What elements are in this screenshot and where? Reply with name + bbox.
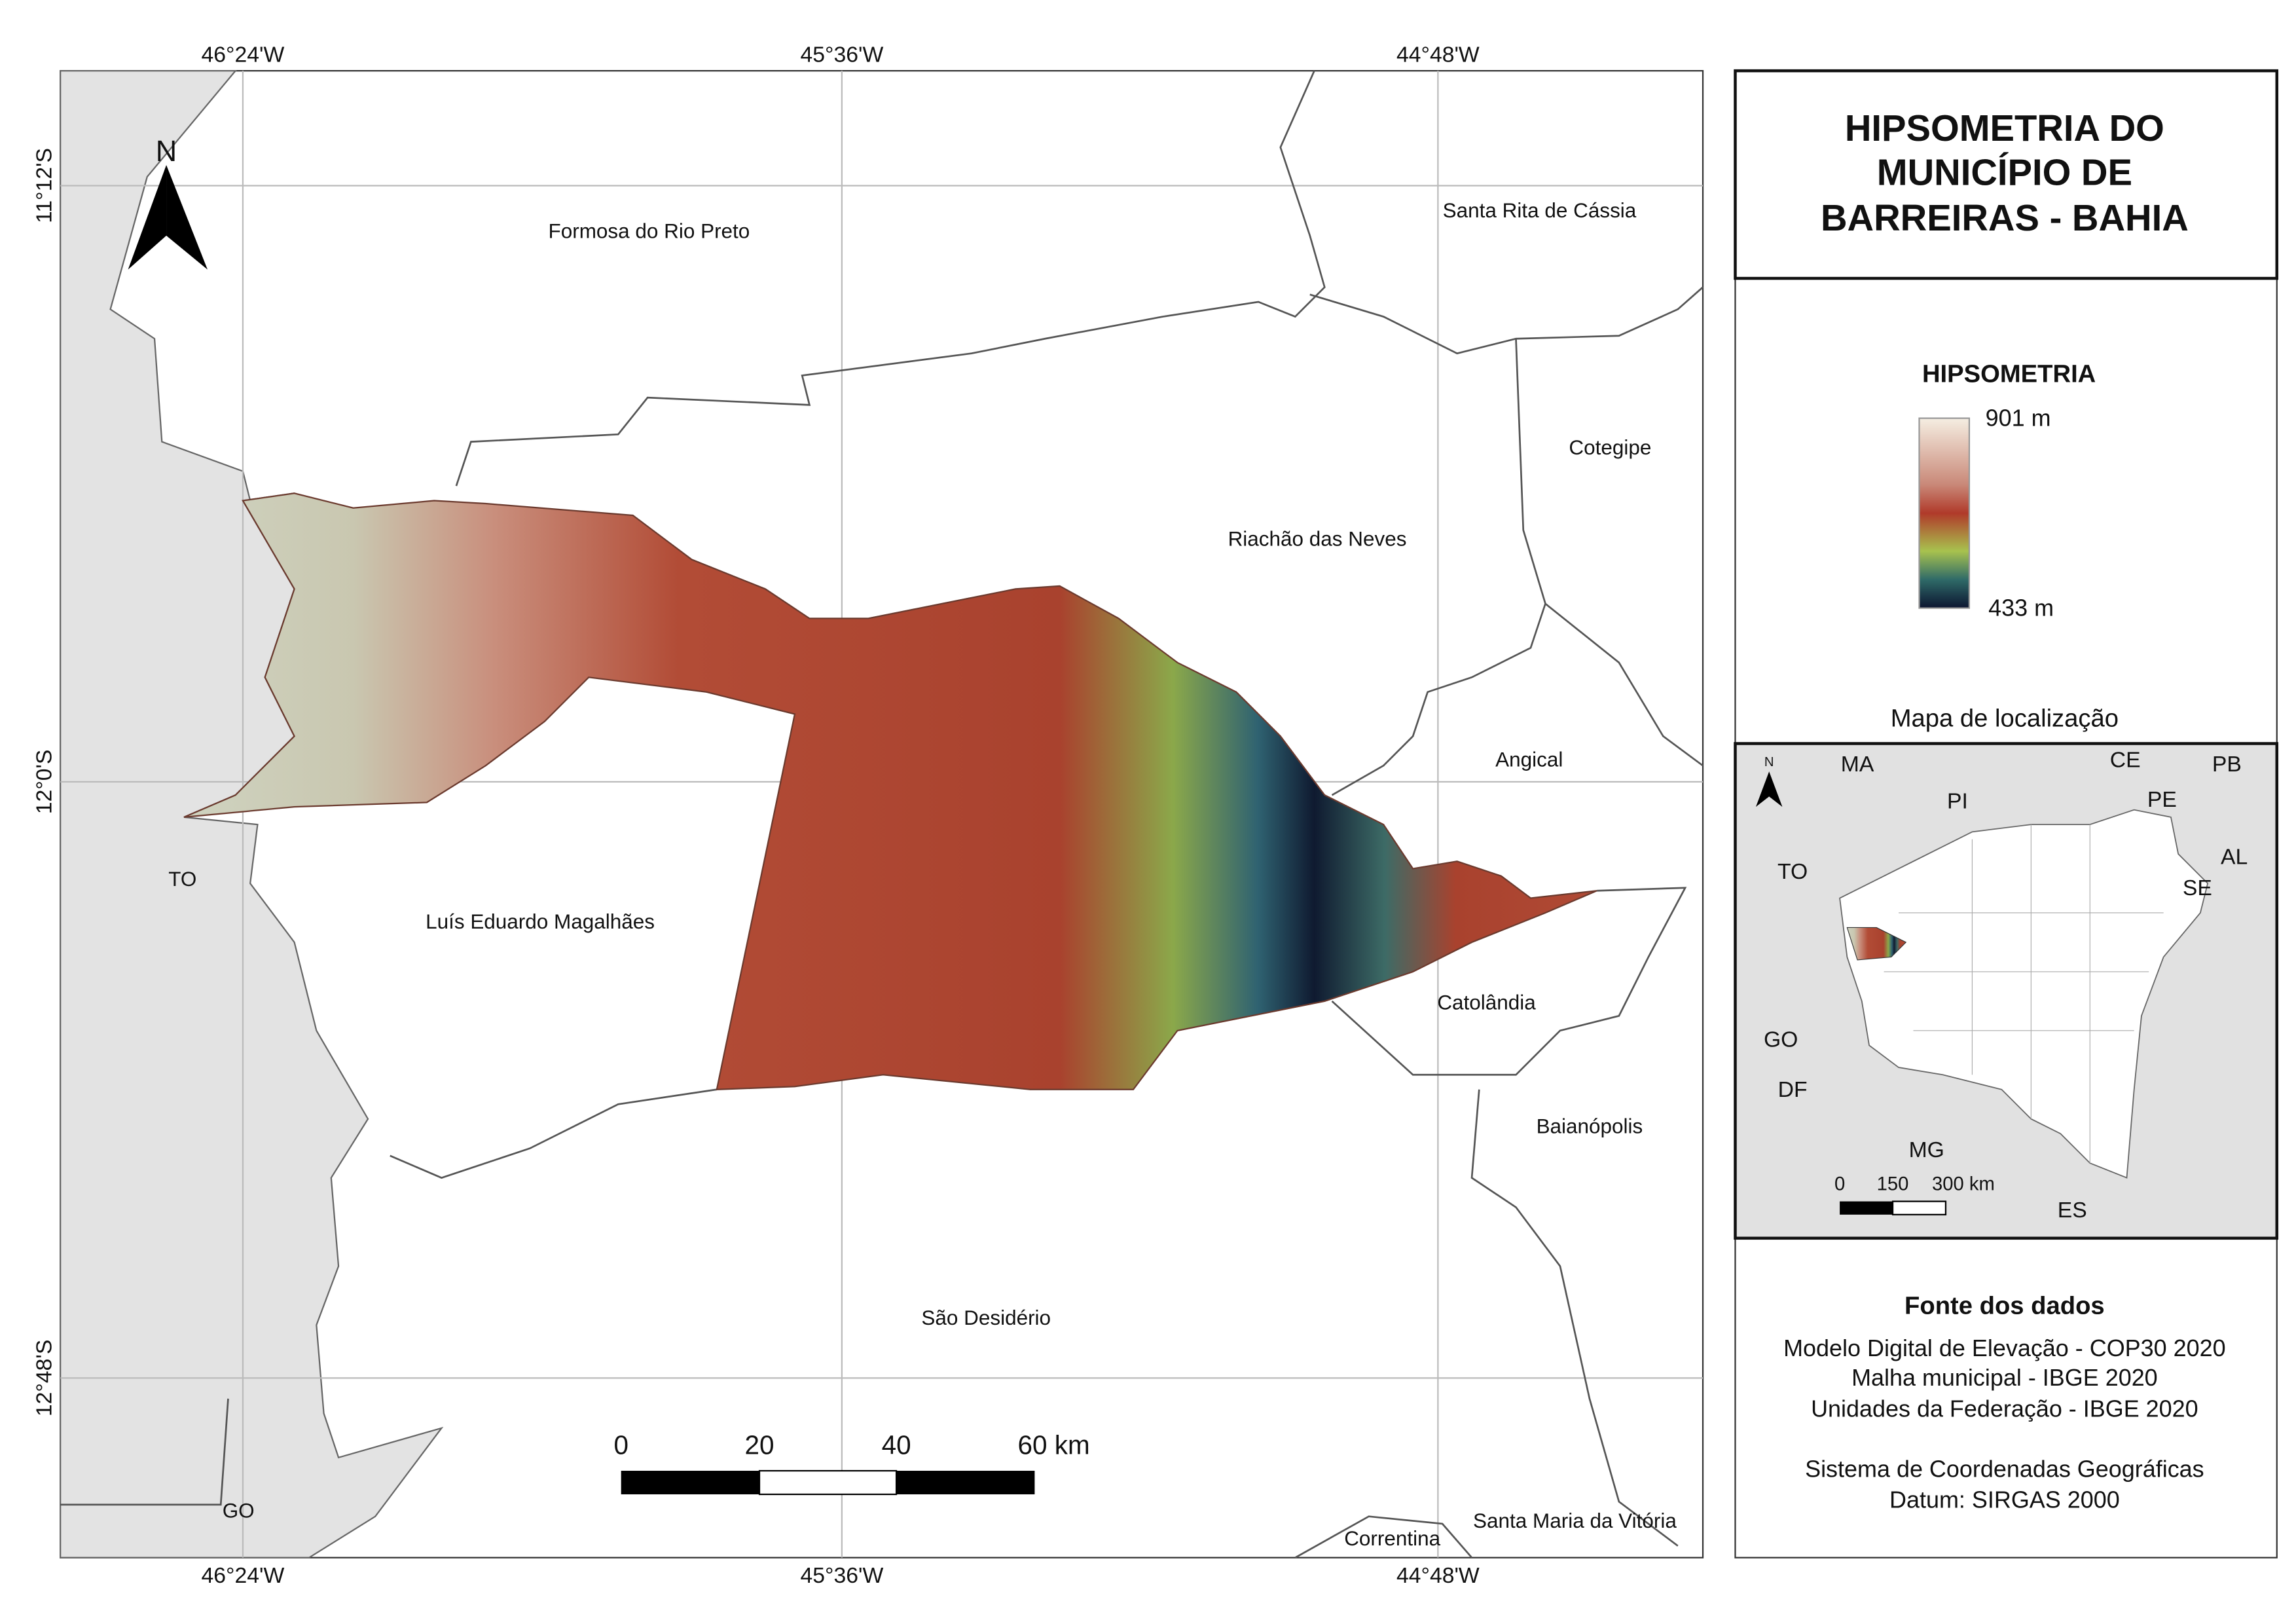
crs-line: Datum: SIRGAS 2000 [1889, 1486, 2120, 1513]
graticule-label: 46°24'W [202, 43, 285, 67]
boundary [1544, 602, 1704, 767]
scale-label: 60 km [1018, 1430, 1090, 1460]
state-label: SE [2183, 876, 2212, 900]
scale-segment [1891, 1200, 1947, 1215]
title-line: BARREIRAS - BAHIA [1821, 197, 2189, 238]
graticule-label: 44°48'W [1396, 43, 1480, 67]
boundary [455, 70, 1326, 487]
state-label: MG [1909, 1137, 1944, 1162]
graticule-label: 45°36'W [801, 43, 884, 67]
barreiras-location [1846, 927, 1907, 961]
barreiras-elevation [183, 492, 1597, 1090]
state-label: TO [1777, 859, 1808, 884]
boundary [390, 1088, 718, 1179]
legend-max: 901 m [1986, 404, 2051, 431]
graticule-label: 12°48'S [32, 1340, 57, 1416]
scale-label: 150 [1877, 1174, 1909, 1195]
north-arrow [166, 164, 208, 270]
title-line: MUNICÍPIO DE [1877, 152, 2132, 193]
place-label: Catolândia [1437, 991, 1536, 1014]
graticule-label: 46°24'W [202, 1563, 285, 1588]
state-label: PE [2147, 787, 2177, 812]
graticule-label: 12°0'S [32, 750, 57, 815]
sources-title: Fonte dos dados [1904, 1292, 2105, 1320]
state-label: MA [1841, 752, 1874, 777]
location-map-title: Mapa de localização [1891, 705, 2119, 733]
state-label: ES [2058, 1198, 2087, 1223]
scale-label: 300 km [1932, 1174, 1995, 1195]
graticule-label: 45°36'W [801, 1563, 884, 1588]
scale-bar: 0 20 40 60 km [613, 1430, 1090, 1496]
place-label: Riachão das Neves [1228, 528, 1407, 551]
state-labels: MA PI CE PB PE AL SE TO GO DF MG ES [1764, 747, 2248, 1223]
state-label: CE [2110, 747, 2141, 772]
state-label: GO [1764, 1027, 1798, 1052]
place-label: Luís Eduardo Magalhães [426, 910, 655, 933]
scale-label: 0 [1834, 1174, 1845, 1195]
place-label: Santa Maria da Vitória [1473, 1509, 1677, 1532]
scale-segment [896, 1471, 1035, 1494]
boundary [1470, 1089, 1679, 1547]
municipal-mesh [1884, 824, 2164, 1164]
state-boundary [60, 1398, 229, 1506]
place-label: Santa Rita de Cássia [1443, 199, 1637, 222]
location-map: N MA PI CE PB PE AL SE TO GO DF MG ES 0 150 300 km [1734, 742, 2279, 1240]
place-label: Cotegipe [1569, 436, 1651, 459]
place-label: TO [168, 868, 196, 891]
state-label: AL [2221, 845, 2248, 870]
state-label: PI [1947, 788, 1968, 813]
title-box [1734, 69, 2279, 280]
scale-label: 0 [613, 1430, 629, 1460]
graticule-label: 11°12'S [32, 148, 57, 223]
location-north-label: N [1764, 755, 1774, 769]
state-label: PB [2212, 752, 2242, 777]
place-label: GO [223, 1499, 255, 1522]
source-line: Modelo Digital de Elevação - COP30 2020 [1783, 1335, 2226, 1361]
location-north-arrow [1755, 771, 1783, 807]
place-label: Baianópolis [1537, 1115, 1643, 1138]
scale-label: 20 [745, 1430, 774, 1460]
graticule-label: 44°48'W [1396, 1563, 1480, 1588]
scale-segment [1840, 1201, 1893, 1215]
place-label: São Desidério [921, 1306, 1051, 1329]
north-arrow-label: N [156, 134, 177, 168]
legend-title: HIPSOMETRIA [1922, 360, 2096, 388]
place-labels: Formosa do Rio Preto Santa Rita de Cássia… [168, 199, 1677, 1550]
municipal-boundaries [390, 70, 1704, 1559]
scale-segment [621, 1471, 760, 1494]
place-label: Correntina [1344, 1527, 1440, 1550]
boundary [1331, 887, 1687, 1076]
boundary [1294, 1515, 1473, 1559]
legend-ramp [1918, 417, 1971, 609]
scale-segment [758, 1469, 898, 1496]
legend-min: 433 m [1988, 594, 2054, 621]
north-arrow [128, 164, 167, 270]
title-line: HIPSOMETRIA DO [1845, 107, 2164, 149]
crs-line: Sistema de Coordenadas Geográficas [1805, 1456, 2204, 1483]
place-label: Angical [1495, 748, 1563, 771]
place-label: Formosa do Rio Preto [548, 220, 750, 243]
source-line: Unidades da Federação - IBGE 2020 [1811, 1395, 2198, 1422]
state-label: DF [1778, 1077, 1808, 1102]
source-line: Malha municipal - IBGE 2020 [1851, 1364, 2158, 1391]
boundary [1331, 339, 1546, 796]
scale-label: 40 [882, 1430, 911, 1460]
neighbor-state-area [60, 69, 444, 1559]
